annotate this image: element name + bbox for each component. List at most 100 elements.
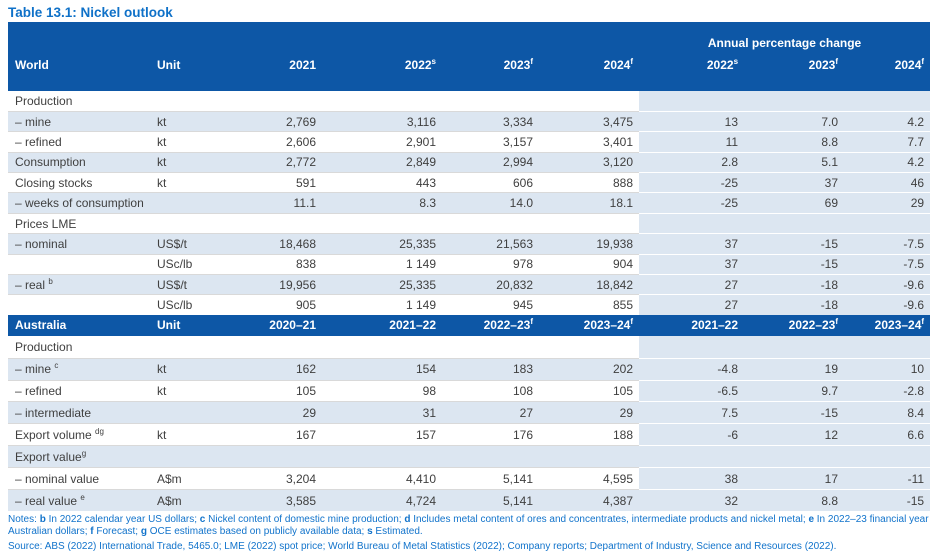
cell-value: 7.5 (639, 401, 745, 424)
cell-unit (156, 445, 226, 468)
cell-unit: kt (156, 423, 226, 446)
cell-value: 5,141 (442, 489, 539, 512)
cell-value: 46 (844, 172, 931, 193)
cell-label: Export valueg (8, 445, 156, 468)
cell-value: 4,724 (322, 489, 442, 512)
cell-value: 29 (226, 401, 322, 424)
cell-label: – mine (8, 110, 156, 132)
note-key: f (90, 526, 94, 538)
superscript-note-ref: f (530, 57, 533, 66)
cell-value: 17 (744, 467, 845, 490)
cell-unit (156, 336, 226, 358)
cell-label: – weeks of consumption (8, 192, 156, 214)
cell-value: -15 (744, 401, 845, 424)
cell-value: 905 (226, 294, 322, 316)
cell-value: 2.8 (639, 151, 745, 173)
cell-value: 27 (639, 294, 745, 316)
header-year-6: 2023f (744, 52, 845, 91)
cell-value: 3,475 (539, 110, 640, 132)
cell-value: 7.7 (844, 131, 931, 153)
cell-value: 1 149 (322, 253, 442, 275)
header-year-1: 2021 (226, 52, 322, 91)
header-year-4: 2023–24f (539, 315, 640, 337)
cell-value: 29 (844, 192, 931, 214)
cell-value: -15 (844, 489, 931, 512)
cell-unit (156, 212, 226, 234)
cell-value: 2,772 (226, 151, 322, 173)
cell-value: 7.0 (744, 110, 845, 132)
cell-unit: kt (156, 151, 226, 173)
table-row: Consumption kt 2,772 2,849 2,994 3,120 2.8 5.1 4… (8, 151, 931, 173)
cell-value: 154 (322, 357, 442, 381)
cell-value (744, 445, 845, 468)
table-row: – nominal US$/t 18,468 25,335 21,563 19,938 37… (8, 233, 931, 255)
table-row: Production (8, 336, 931, 359)
cell-value: 98 (322, 379, 442, 402)
superscript-note-ref: f (835, 317, 839, 327)
table-source: Source: ABS (2022) International Trade, … (8, 541, 837, 553)
cell-value: 13 (639, 110, 745, 132)
superscript-note-ref: f (921, 317, 925, 327)
cell-value: 945 (442, 294, 539, 316)
cell-unit: US$/t (156, 233, 226, 255)
cell-value (322, 445, 442, 468)
cell-value (744, 212, 845, 234)
superscript-note-ref: s (431, 57, 436, 66)
table-row: – refined kt 105 98 108 105 -6.5 9.7 -2.8 (8, 379, 931, 402)
cell-value: 69 (744, 192, 845, 214)
cell-value: 9.7 (744, 379, 845, 402)
cell-value: 838 (226, 253, 322, 275)
table-row: Export volume dg kt 167 157 176 188 -6 12 6.6 (8, 423, 931, 446)
superscript-note-ref: s (733, 57, 739, 66)
cell-value: -25 (639, 172, 745, 193)
cell-value: 157 (322, 423, 442, 446)
cell-value: 37 (639, 253, 745, 275)
superscript-note-ref: f (835, 57, 839, 66)
note-key: d (404, 514, 411, 526)
cell-value: -6.5 (639, 379, 745, 402)
cell-value: 202 (539, 357, 640, 381)
cell-value: 12 (744, 423, 845, 446)
cell-value: 11.1 (226, 192, 322, 214)
header-band-top: Annual percentage change (8, 22, 931, 52)
annual-percentage-change-header: Annual percentage change (639, 22, 931, 52)
cell-label: – real value e (8, 489, 156, 512)
cell-value (322, 212, 442, 234)
cell-value: -6 (639, 423, 745, 446)
cell-value: 19 (744, 357, 845, 381)
cell-label: – real b (8, 274, 156, 295)
cell-label: Production (15, 93, 73, 108)
table-row: – real value e A$m 3,585 4,724 5,141 4,387 32 8… (8, 489, 931, 512)
cell-value: -9.6 (844, 274, 931, 295)
table-row: Prices LME (8, 212, 931, 234)
note-key: e (808, 514, 814, 526)
cell-value (744, 91, 845, 112)
cell-value (539, 212, 640, 234)
cell-value: 5.1 (744, 151, 845, 173)
cell-label: – refined (8, 379, 156, 402)
header-year-5: 2022s (639, 52, 745, 91)
cell-value (844, 212, 931, 234)
cell-value (226, 445, 322, 468)
cell-value: 3,116 (322, 110, 442, 132)
cell-label: – nominal (8, 233, 156, 255)
cell-value: 167 (226, 423, 322, 446)
header-year-4: 2024f (539, 52, 640, 91)
cell-value (639, 336, 745, 359)
cell-unit (156, 401, 226, 424)
cell-value: 591 (226, 172, 322, 193)
cell-value (442, 91, 539, 111)
superscript-note-ref: g (81, 448, 87, 458)
cell-unit: USc/lb (156, 253, 226, 275)
superscript-note-ref: c (54, 361, 59, 371)
cell-value (844, 336, 931, 359)
cell-value (226, 91, 322, 111)
cell-unit: kt (156, 131, 226, 153)
table-row: Closing stocks kt 591 443 606 888 -25 37 46 (8, 172, 931, 193)
table-row: Export valueg (8, 445, 931, 468)
cell-value: 888 (539, 172, 640, 193)
table-row: – refined kt 2,606 2,901 3,157 3,401 11 8.8 7.7 (8, 131, 931, 153)
cell-value: -15 (744, 253, 845, 275)
cell-value: 4.2 (844, 110, 931, 132)
